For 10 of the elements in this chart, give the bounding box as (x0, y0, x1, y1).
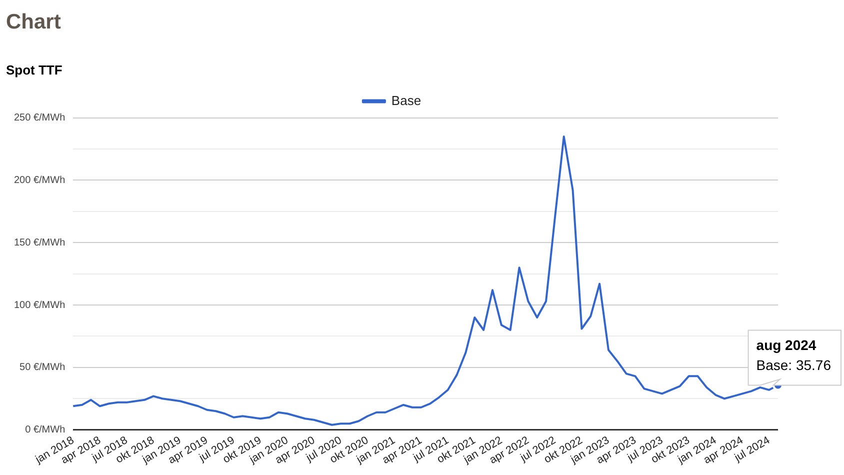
chart-title: Chart (6, 10, 61, 34)
y-tick-label: 250 €/MWh (14, 112, 66, 124)
y-tick-label: 100 €/MWh (14, 300, 66, 311)
y-tick-label: 50 €/MWh (20, 362, 66, 374)
y-tick-label: 150 €/MWh (14, 237, 66, 248)
annotation: aug 2024 Base: 35.76 (756, 337, 832, 374)
y-tick-label: 0 €/MWh (25, 424, 66, 436)
chart-subtitle: Spot TTF (6, 62, 62, 78)
y-tick-label: 200 €/MWh (14, 174, 66, 186)
legend-label: Base (391, 92, 422, 108)
